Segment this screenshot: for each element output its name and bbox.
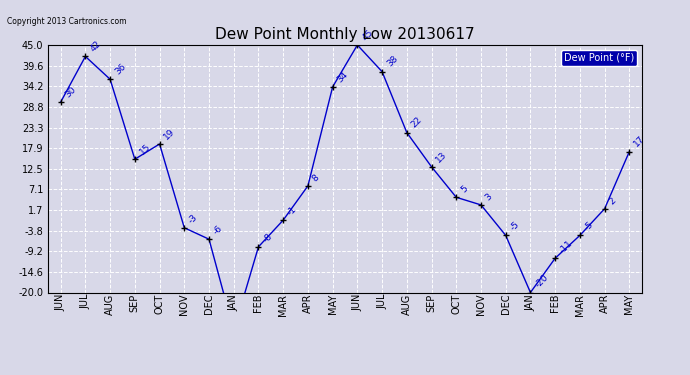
Title: Dew Point Monthly Low 20130617: Dew Point Monthly Low 20130617	[215, 27, 475, 42]
Text: -3: -3	[187, 212, 200, 225]
Text: -11: -11	[558, 238, 575, 255]
Text: -8: -8	[262, 231, 274, 244]
Text: -5: -5	[509, 220, 521, 232]
Text: 5: 5	[459, 184, 469, 195]
Text: 8: 8	[310, 172, 321, 183]
Text: 3: 3	[484, 192, 494, 202]
Text: -6: -6	[212, 224, 224, 236]
Text: 30: 30	[63, 85, 78, 99]
Text: 22: 22	[410, 116, 424, 130]
Legend: Dew Point (°F): Dew Point (°F)	[561, 50, 637, 66]
Text: 45: 45	[360, 28, 375, 42]
Text: 36: 36	[113, 62, 128, 76]
Text: 15: 15	[137, 142, 152, 156]
Text: -1: -1	[286, 205, 299, 218]
Text: -20: -20	[533, 273, 550, 290]
Text: -30: -30	[0, 374, 1, 375]
Text: 13: 13	[434, 150, 448, 164]
Text: 17: 17	[632, 134, 647, 149]
Text: 2: 2	[607, 196, 618, 206]
Text: -5: -5	[582, 220, 595, 232]
Text: 34: 34	[335, 70, 350, 84]
Text: Copyright 2013 Cartronics.com: Copyright 2013 Cartronics.com	[7, 17, 126, 26]
Text: 42: 42	[88, 39, 103, 54]
Text: 38: 38	[385, 54, 400, 69]
Text: 19: 19	[162, 127, 177, 141]
